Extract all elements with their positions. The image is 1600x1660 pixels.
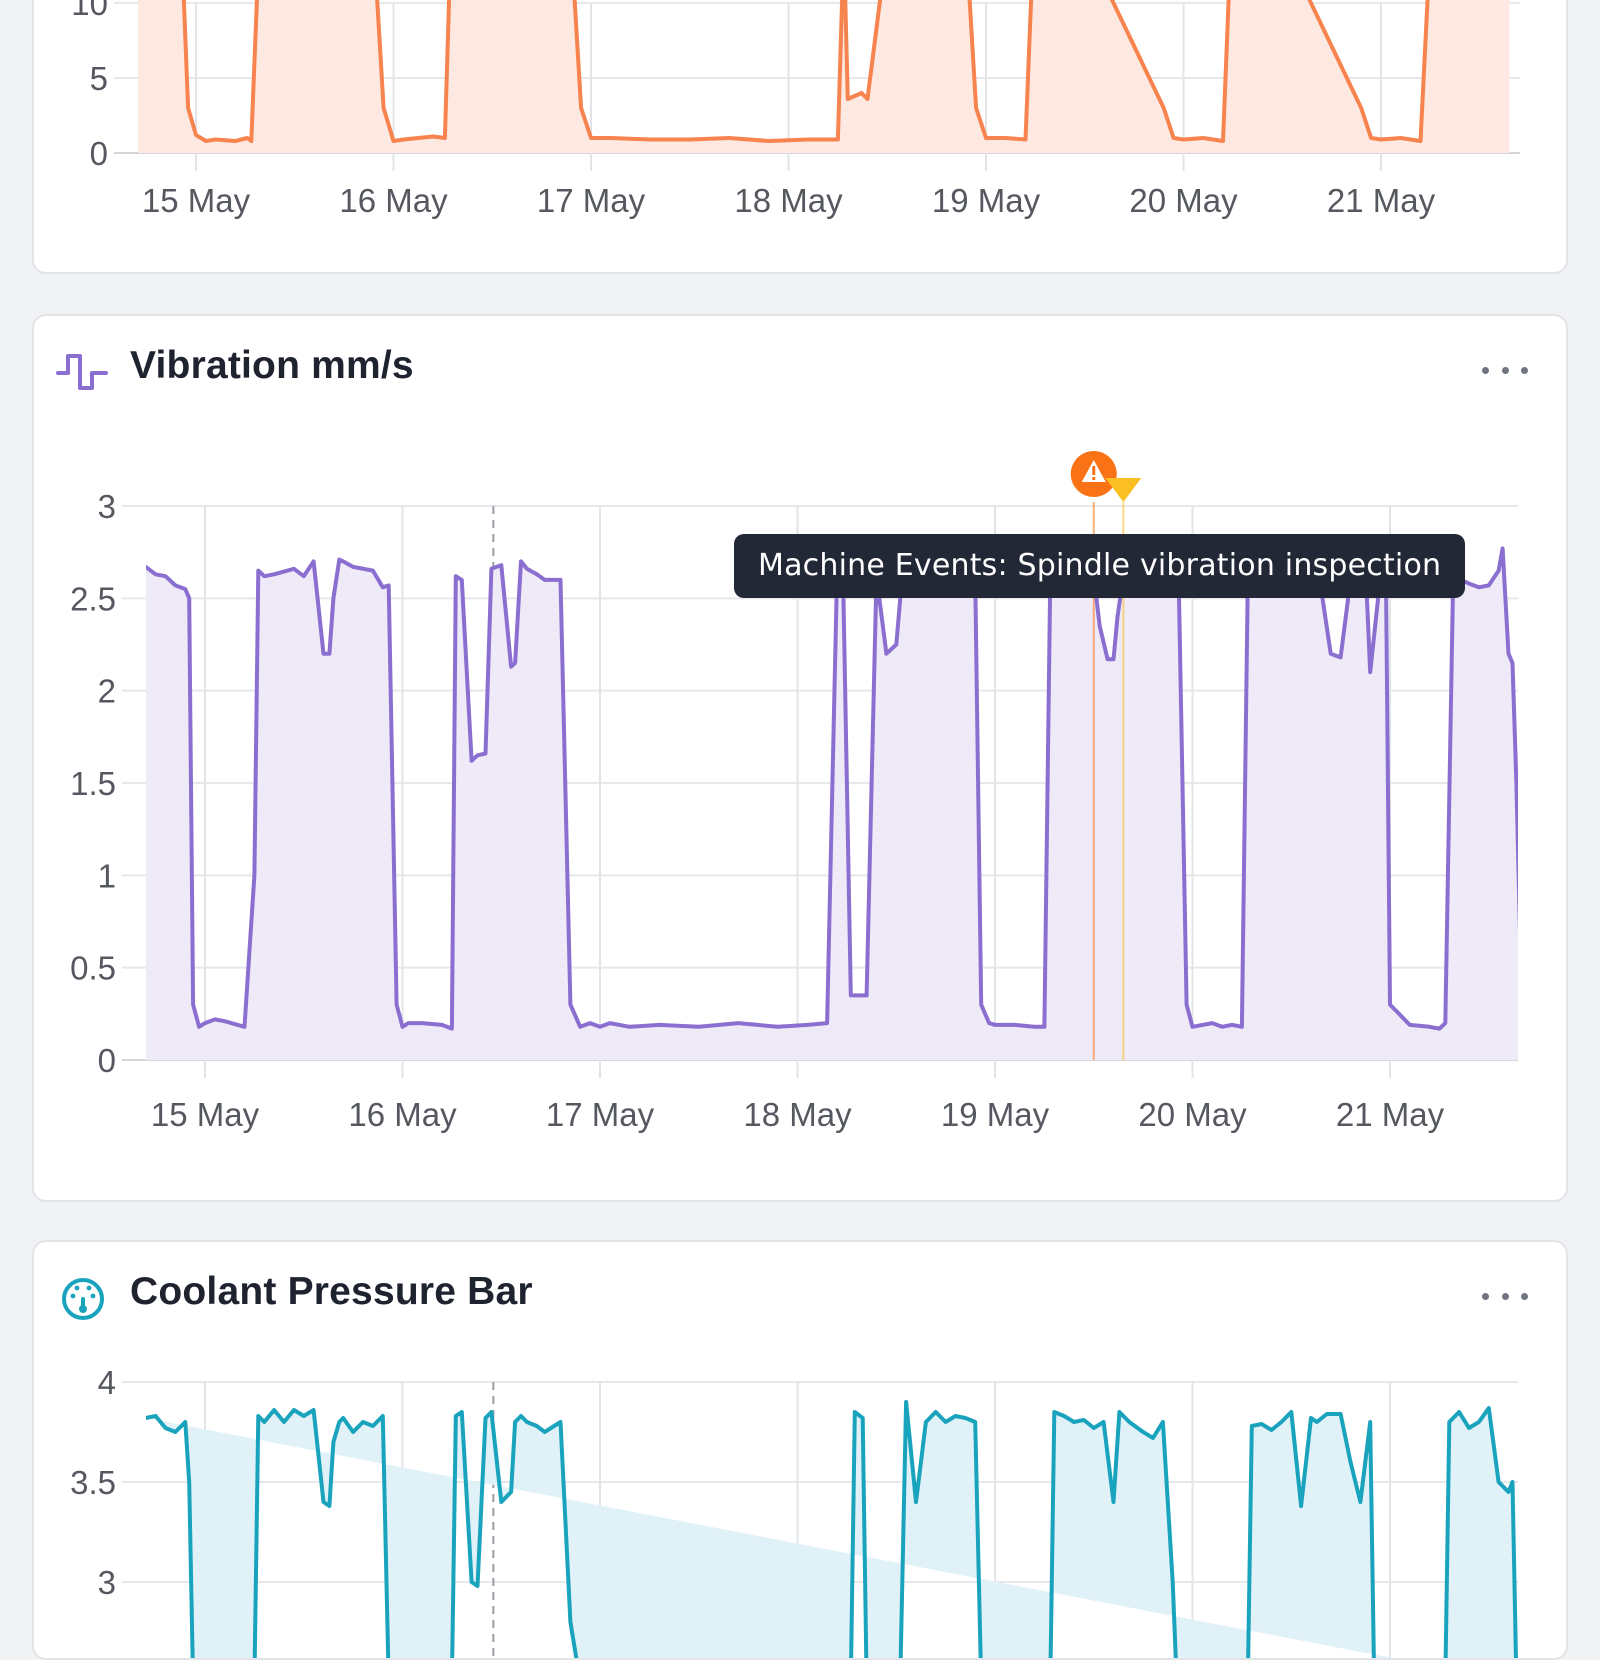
y-tick-label: 4 bbox=[98, 1364, 116, 1401]
series-group bbox=[138, 0, 1510, 153]
y-tick-label: 3.5 bbox=[70, 1464, 116, 1501]
y-tick-label: 2.5 bbox=[70, 580, 116, 617]
x-tick-label: 19 May bbox=[932, 182, 1041, 219]
series-line bbox=[146, 546, 1518, 1031]
x-tick-label: 20 May bbox=[1129, 182, 1238, 219]
warning-dot bbox=[1092, 477, 1096, 480]
event-triangle-icon bbox=[1105, 478, 1142, 502]
x-tick-label: 19 May bbox=[941, 1096, 1050, 1133]
vibration-more-options-button[interactable] bbox=[1482, 356, 1528, 384]
x-tick-label: 16 May bbox=[348, 1096, 457, 1133]
vibration-chart[interactable]: 0 0.5 1 1.5 2 2.5 3 15 May 16 May 17 May 18 May 19 … bbox=[34, 316, 1568, 1202]
coolant-card-header: Coolant Pressure Bar bbox=[34, 1242, 1566, 1352]
coolant-more-options-button[interactable] bbox=[1482, 1282, 1528, 1310]
y-tick-label: 10 bbox=[71, 0, 108, 22]
throughput-chart[interactable]: 0 5 10 15 May 16 May 17 May 18 May 19 May 20 May… bbox=[34, 0, 1568, 274]
more-dot-icon bbox=[1482, 366, 1489, 374]
x-tick-label: 21 May bbox=[1336, 1096, 1445, 1133]
x-tick-label: 15 May bbox=[142, 182, 251, 219]
more-dot-icon bbox=[1501, 366, 1509, 374]
x-tick-label: 21 May bbox=[1327, 182, 1436, 219]
x-tick-label: 18 May bbox=[734, 182, 843, 219]
y-tick-label: 0.5 bbox=[70, 950, 116, 987]
more-dot-icon bbox=[1482, 1292, 1489, 1300]
more-dot-icon bbox=[1501, 1292, 1509, 1300]
y-tick-label: 5 bbox=[90, 60, 108, 97]
x-axis: 15 May 16 May 17 May 18 May 19 May 20 May 21 M… bbox=[142, 3, 1436, 219]
series-area bbox=[146, 1402, 1516, 1658]
x-tick-label: 17 May bbox=[546, 1096, 655, 1133]
step-signal-icon bbox=[56, 354, 108, 390]
y-tick-label: 3 bbox=[98, 488, 116, 525]
series-line bbox=[181, 0, 1430, 143]
x-axis: 15 May 16 May 17 May 18 May 19 May 20 May 21 M… bbox=[151, 506, 1445, 1133]
x-tick-label: 20 May bbox=[1138, 1096, 1247, 1133]
vibration-card-header: Vibration mm/s bbox=[34, 316, 1566, 426]
x-tick-label: 15 May bbox=[151, 1096, 260, 1133]
x-tick-label: 16 May bbox=[339, 182, 448, 219]
y-tick-label: 2 bbox=[98, 673, 116, 710]
y-tick-label: 3 bbox=[98, 1564, 116, 1601]
series-group bbox=[146, 1400, 1518, 1658]
coolant-chart-title: Coolant Pressure Bar bbox=[130, 1270, 533, 1313]
coolant-pressure-chart-card: Coolant Pressure Bar 3 3.5 4 bbox=[32, 1240, 1568, 1660]
machine-event-tooltip: Machine Events: Spindle vibration inspec… bbox=[734, 534, 1466, 598]
y-tick-label: 0 bbox=[90, 135, 108, 172]
warning-bar bbox=[1092, 466, 1096, 475]
gauge-icon bbox=[62, 1278, 104, 1320]
y-tick-label: 1.5 bbox=[70, 765, 116, 802]
series-group bbox=[146, 546, 1518, 1060]
series-area bbox=[138, 0, 1510, 153]
vibration-chart-card: Vibration mm/s 0 0.5 1 1.5 2 2.5 3 15 May 16 May… bbox=[32, 314, 1568, 1202]
vibration-chart-title: Vibration mm/s bbox=[130, 344, 414, 387]
throughput-chart-card: 0 5 10 15 May 16 May 17 May 18 May 19 May 20 May… bbox=[32, 0, 1568, 274]
more-dot-icon bbox=[1521, 366, 1528, 374]
y-tick-label: 0 bbox=[98, 1042, 116, 1079]
coolant-pressure-chart[interactable]: 33.54 bbox=[34, 1242, 1568, 1660]
series-line bbox=[146, 1400, 1518, 1658]
x-tick-label: 18 May bbox=[743, 1096, 852, 1133]
more-dot-icon bbox=[1521, 1292, 1528, 1300]
y-tick-label: 1 bbox=[98, 857, 116, 894]
warning-icon bbox=[1070, 451, 1117, 497]
x-tick-label: 17 May bbox=[537, 182, 646, 219]
